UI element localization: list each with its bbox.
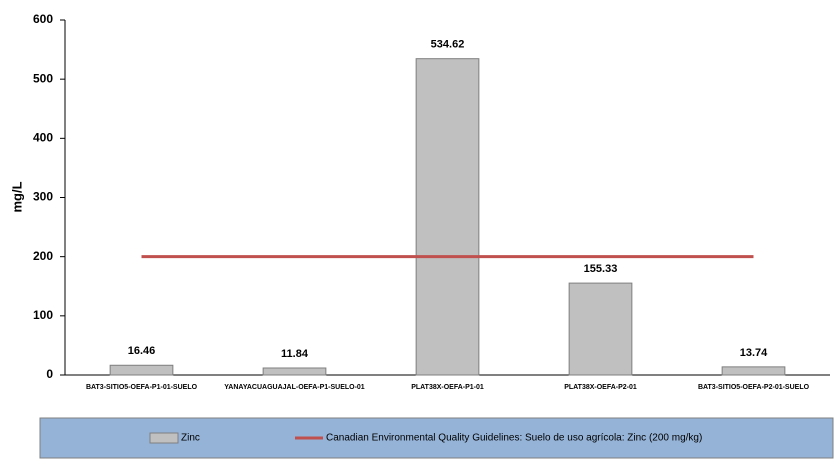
y-tick-label: 600 <box>33 12 53 26</box>
x-tick-label: BAT3-SITIO5-OEFA-P2-01-SUELO <box>698 384 810 391</box>
bar <box>721 366 786 376</box>
data-label: 16.46 <box>128 345 156 357</box>
x-tick-label: BAT3-SITIO5-OEFA-P1-01-SUELO <box>86 384 198 391</box>
bar <box>415 58 480 376</box>
y-tick-label: 0 <box>46 367 53 381</box>
y-axis-label: mg/L <box>9 181 24 212</box>
y-tick-label: 300 <box>33 190 53 204</box>
data-label: 534.62 <box>431 39 465 51</box>
y-tick-label: 100 <box>33 308 53 322</box>
y-tick-label: 400 <box>33 131 53 145</box>
data-label: 155.33 <box>584 263 618 275</box>
y-tick-label: 500 <box>33 71 53 85</box>
data-label: 11.84 <box>281 348 309 360</box>
bar <box>568 282 633 376</box>
bar <box>262 367 327 376</box>
bar <box>109 364 174 376</box>
data-label: 13.74 <box>740 347 768 359</box>
x-tick-label: PLAT38X-OEFA-P1-01 <box>411 384 484 391</box>
x-tick-label: YANAYACUAGUAJAL-OEFA-P1-SUELO-01 <box>224 384 365 391</box>
legend-box <box>39 417 834 459</box>
legend-swatch <box>149 432 179 444</box>
x-tick-label: PLAT38X-OEFA-P2-01 <box>564 384 637 391</box>
legend-label: Zinc <box>181 433 200 444</box>
legend-label: Canadian Environmental Quality Guideline… <box>326 433 702 444</box>
y-tick-label: 200 <box>33 249 53 263</box>
